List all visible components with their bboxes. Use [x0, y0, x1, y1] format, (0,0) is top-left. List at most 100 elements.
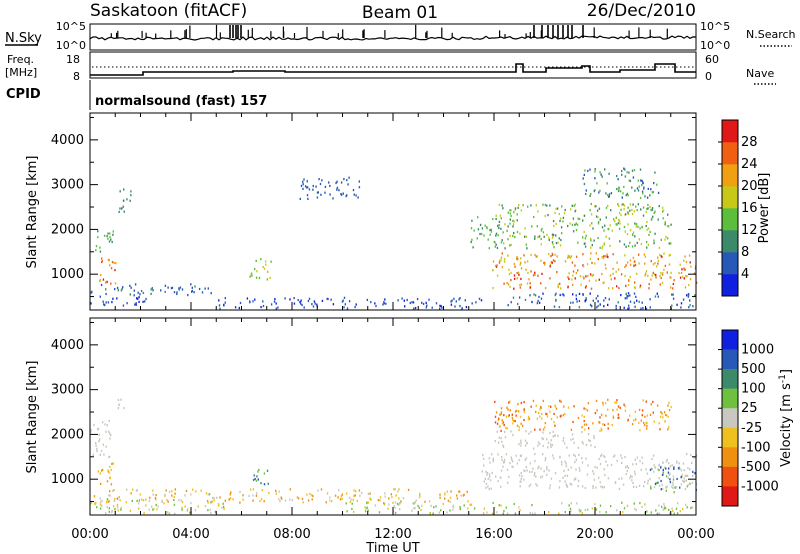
colorbar-tick-label: 25 — [741, 401, 758, 416]
power-cell — [666, 237, 669, 240]
velocity-cell — [673, 466, 675, 469]
power-cell — [672, 293, 674, 296]
velocity-cell — [211, 500, 213, 503]
power-cell — [301, 303, 303, 307]
power-cell — [556, 207, 559, 210]
power-cell — [599, 189, 601, 192]
velocity-cell — [102, 443, 104, 446]
velocity-cell — [621, 456, 623, 460]
power-cell — [589, 292, 591, 295]
power-cell — [123, 210, 125, 213]
velocity-cell — [633, 502, 635, 505]
power-cell — [488, 247, 490, 250]
power-cell — [620, 273, 623, 276]
velocity-cell — [562, 439, 564, 442]
power-cell — [270, 303, 273, 306]
velocity-cell — [418, 496, 421, 499]
velocity-cell — [523, 410, 526, 413]
velocity-cell — [494, 400, 496, 403]
power-cell — [557, 286, 559, 289]
freq-label: Freq. — [7, 53, 34, 66]
power-cell — [130, 194, 132, 197]
power-cell — [652, 271, 654, 274]
power-cell — [681, 268, 683, 271]
velocity-cell — [484, 477, 486, 480]
power-cell — [459, 297, 461, 300]
velocity-cell — [492, 458, 494, 461]
power-cell — [284, 297, 286, 300]
power-cell — [540, 259, 542, 262]
power-cell — [500, 256, 503, 259]
power-cell — [661, 281, 664, 284]
velocity-cell — [498, 436, 501, 439]
velocity-cell — [675, 507, 678, 510]
power-cell — [624, 274, 626, 278]
velocity-cell — [639, 459, 641, 463]
velocity-cell — [567, 406, 570, 409]
velocity-cell — [530, 405, 532, 408]
power-cell — [238, 306, 240, 310]
velocity-cell — [113, 499, 116, 502]
power-cell — [518, 273, 520, 276]
power-cell — [557, 241, 559, 244]
power-cell — [506, 281, 508, 285]
velocity-cell — [660, 488, 662, 491]
power-cell — [588, 279, 591, 282]
time-x-axis: 00:00 04:00 08:00 12:00 16:00 20:00 00:00 — [71, 113, 715, 542]
velocity-cell — [370, 498, 372, 501]
colorbar-swatch — [722, 208, 738, 231]
power-cell — [649, 298, 651, 301]
power-cell — [602, 255, 605, 258]
power-cell — [109, 264, 111, 267]
velocity-cell — [532, 467, 534, 470]
power-cell — [329, 193, 331, 196]
power-cell — [585, 192, 587, 196]
power-cell — [342, 192, 344, 195]
power-cell — [561, 232, 563, 235]
power-cell — [638, 253, 640, 256]
velocity-cell — [353, 489, 355, 492]
velocity-cell — [575, 458, 577, 461]
power-cell — [583, 173, 585, 176]
velocity-cell — [119, 499, 121, 502]
velocity-cell — [485, 470, 487, 473]
power-cell — [684, 286, 687, 289]
velocity-cell — [653, 464, 655, 467]
power-cell — [112, 230, 114, 233]
velocity-cell — [384, 492, 386, 495]
velocity-cell — [174, 512, 176, 515]
velocity-cell — [116, 503, 119, 507]
velocity-cell — [190, 493, 192, 496]
power-cell — [99, 250, 102, 253]
power-cell — [623, 185, 625, 188]
velocity-cell — [668, 426, 670, 429]
velocity-cell — [219, 496, 221, 499]
power-cell — [650, 260, 652, 263]
velocity-cell — [578, 508, 580, 511]
power-cell — [218, 304, 221, 307]
power-cell — [616, 187, 618, 191]
power-cell — [507, 283, 510, 286]
velocity-cell — [414, 501, 416, 504]
power-cell — [549, 277, 551, 280]
y-tick-label: 2000 — [51, 427, 84, 442]
power-cell — [134, 283, 137, 286]
velocity-cell — [550, 439, 552, 442]
velocity-cell — [275, 489, 277, 492]
power-cell — [517, 206, 519, 209]
power-cell — [685, 260, 688, 264]
power-cell — [593, 190, 595, 193]
power-cell — [551, 236, 554, 239]
velocity-cell — [578, 467, 581, 470]
velocity-cell — [528, 417, 531, 420]
velocity-colorbar-label: Velocity [m s-1] — [778, 369, 794, 467]
power-cell — [516, 258, 519, 261]
power-cell — [374, 302, 376, 305]
power-cell — [569, 222, 571, 225]
velocity-cell — [634, 507, 636, 510]
power-cell — [150, 288, 152, 291]
velocity-cell — [652, 400, 654, 403]
velocity-cell — [393, 505, 395, 508]
power-cell — [529, 286, 531, 289]
